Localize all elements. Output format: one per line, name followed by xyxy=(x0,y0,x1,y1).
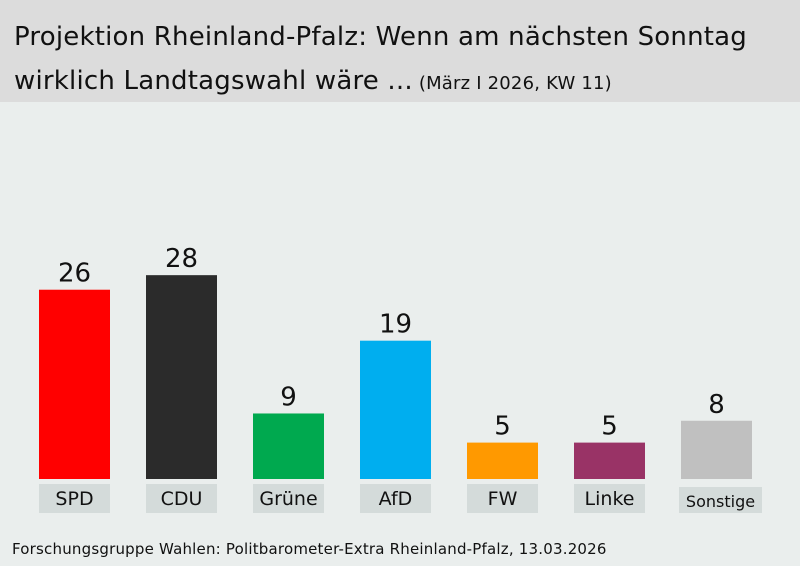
chart-header: Projektion Rheinland-Pfalz: Wenn am näch… xyxy=(0,0,800,102)
category-label-box-afd xyxy=(360,484,431,513)
chart-title-line1: Projektion Rheinland-Pfalz: Wenn am näch… xyxy=(14,22,748,52)
bar-chart: 26 SPD 28 CDU 9 Grüne 19 AfD 5 FW 5 Linke 8 Sonstige xyxy=(39,244,762,513)
value-label-afd: 19 xyxy=(379,310,412,340)
value-label-fw: 5 xyxy=(494,412,511,442)
chart-title-line2: wirklich Landtagswahl wäre ... (März I 20… xyxy=(14,66,612,96)
bar-sonstige xyxy=(681,420,752,479)
bar-group-linke: 5 Linke xyxy=(574,412,645,513)
chart-title-line2-text: wirklich Landtagswahl wäre ... xyxy=(14,66,413,96)
category-label-cdu: CDU xyxy=(161,488,203,510)
bar-afd xyxy=(360,340,431,479)
value-label-linke: 5 xyxy=(601,412,618,442)
category-label-box-spd xyxy=(39,484,110,513)
source-footer: Forschungsgruppe Wahlen: Politbarometer-… xyxy=(12,540,607,558)
category-label-box-linke xyxy=(574,484,645,513)
bar-group-gr-ne: 9 Grüne xyxy=(253,382,324,513)
category-label-box-fw xyxy=(467,484,538,513)
category-label-spd: SPD xyxy=(55,488,93,510)
bar-linke xyxy=(574,442,645,479)
value-label-gr-ne: 9 xyxy=(280,382,297,412)
bar-spd xyxy=(39,289,110,479)
category-label-afd: AfD xyxy=(379,488,413,510)
category-label-box-gr-ne xyxy=(253,484,324,513)
category-label-box-sonstige xyxy=(679,487,762,513)
value-label-cdu: 28 xyxy=(165,244,198,274)
bar-cdu xyxy=(146,275,217,479)
category-label-sonstige: Sonstige xyxy=(686,492,755,511)
chart-subtitle: (März I 2026, KW 11) xyxy=(418,73,612,94)
value-label-spd: 26 xyxy=(58,259,91,289)
category-label-box-cdu xyxy=(146,484,217,513)
value-label-sonstige: 8 xyxy=(708,390,725,420)
bar-group-fw: 5 FW xyxy=(467,412,538,513)
bar-group-spd: 26 SPD xyxy=(39,259,110,513)
bar-group-cdu: 28 CDU xyxy=(146,244,217,513)
bar-gr-ne xyxy=(253,413,324,479)
category-label-fw: FW xyxy=(488,488,518,510)
bar-group-sonstige: 8 Sonstige xyxy=(679,390,762,513)
category-label-gr-ne: Grüne xyxy=(259,488,317,510)
bar-fw xyxy=(467,442,538,479)
category-label-linke: Linke xyxy=(585,488,635,510)
bar-group-afd: 19 AfD xyxy=(360,310,431,513)
